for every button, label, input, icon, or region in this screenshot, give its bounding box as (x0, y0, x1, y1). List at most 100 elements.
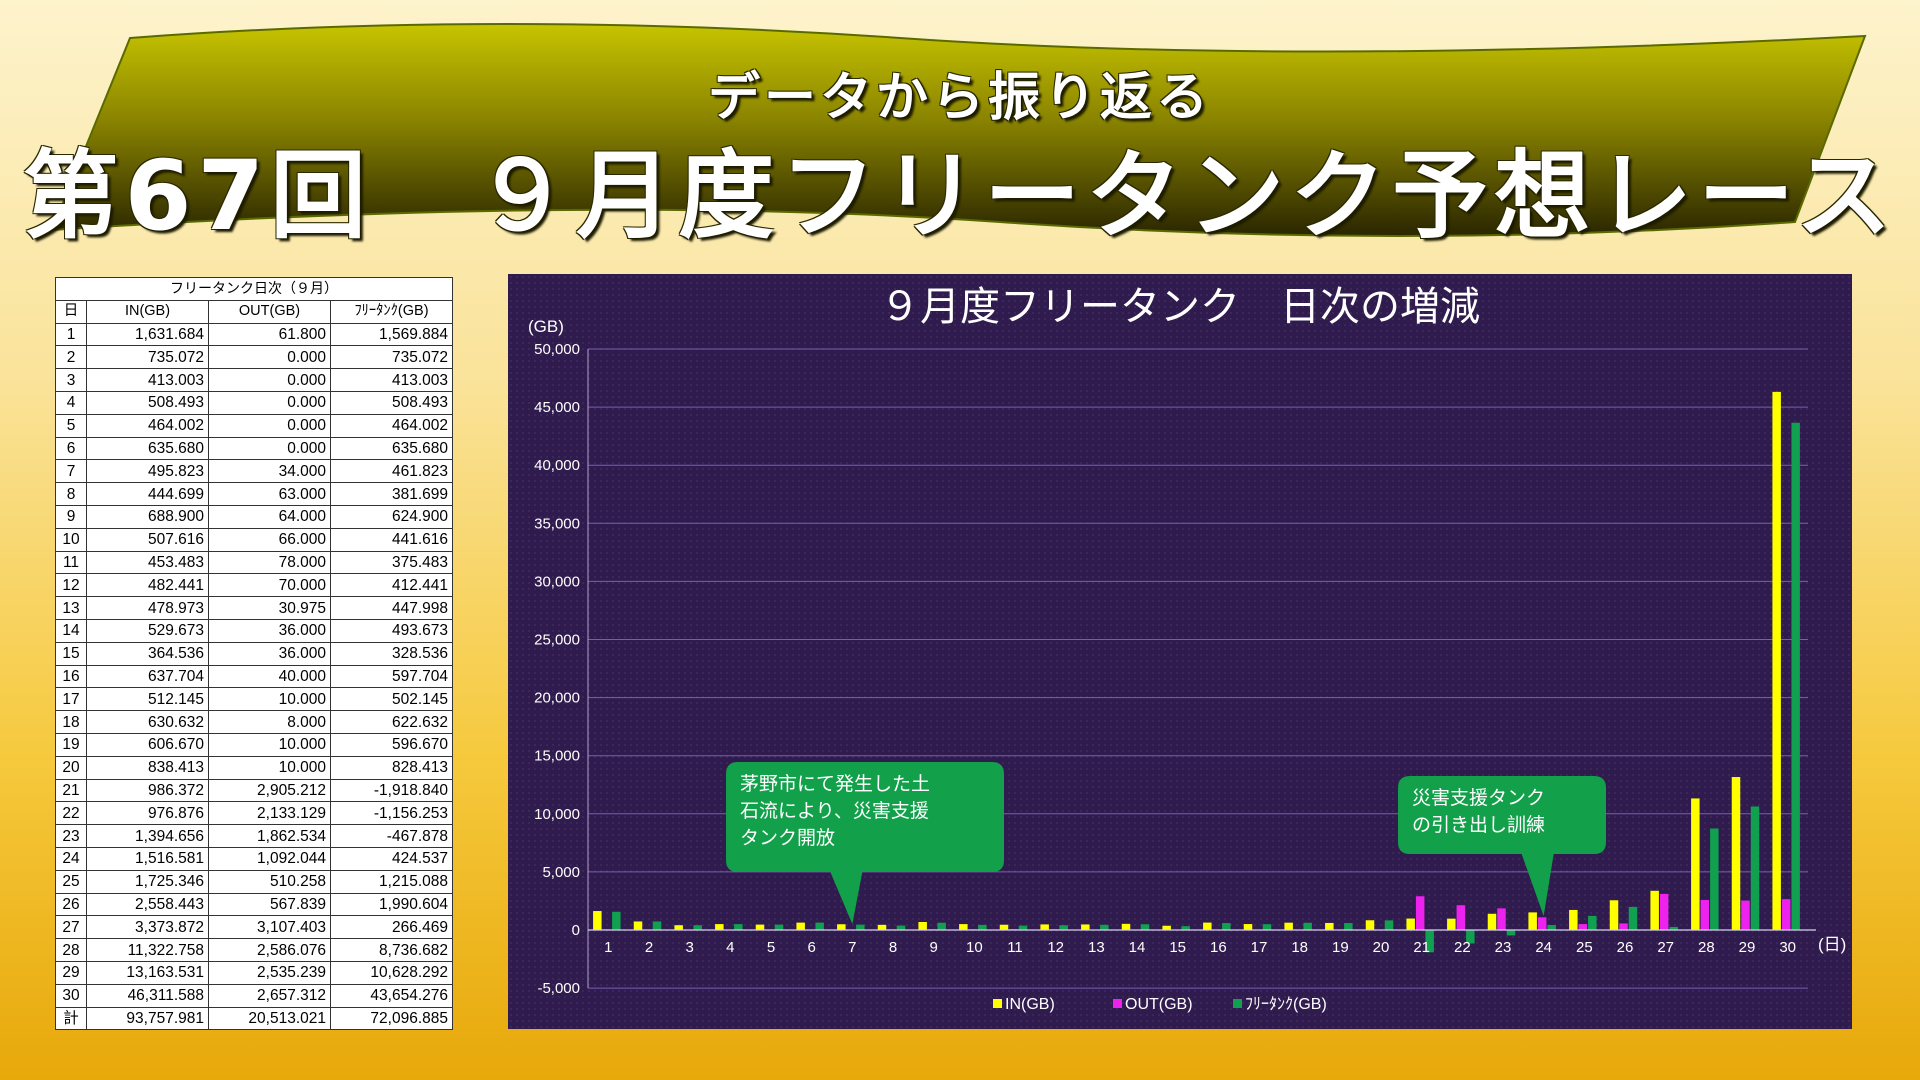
x-tick-label: 4 (726, 939, 734, 956)
bar-in (1243, 924, 1253, 930)
cell-day: 5 (55, 413, 87, 438)
table-row: 29 13,163.531 2,535.239 10,628.292 (55, 960, 453, 985)
bar-in (877, 924, 887, 930)
bar-out (1415, 896, 1425, 930)
bar-in (1487, 913, 1497, 930)
x-tick-label: 20 (1373, 939, 1390, 956)
cell-free-tank: 464.002 (330, 413, 453, 438)
x-tick-label: 25 (1576, 939, 1593, 956)
cell-out: 0.000 (208, 368, 331, 392)
bar-out (1619, 923, 1628, 930)
cell-in: 13,163.531 (86, 960, 209, 985)
table-row: 12 482.441 70.000 412.441 (55, 573, 453, 598)
bar-free-tank (1710, 828, 1719, 930)
daily-table-panel: フリータンク日次（９月） 日 IN(GB) OUT(GB) ﾌﾘｰﾀﾝｸ(GB)… (55, 277, 453, 1031)
bar-in (1650, 890, 1659, 930)
cell-free-tank: 828.413 (330, 755, 453, 780)
cell-out: 567.839 (208, 892, 331, 917)
cell-out: 0.000 (208, 390, 331, 415)
table-row: 5 464.002 0.000 464.002 (55, 413, 453, 438)
x-tick-label: 15 (1169, 939, 1186, 956)
y-tick-label: 20,000 (534, 690, 580, 707)
column-header-day: 日 (55, 299, 87, 324)
bar-in (918, 921, 927, 930)
cell-out: 10.000 (208, 732, 331, 757)
table-row: 30 46,311.588 2,657.312 43,654.276 (55, 983, 453, 1008)
cell-day: 16 (55, 664, 87, 689)
column-header-free-tank: ﾌﾘｰﾀﾝｸ(GB) (330, 299, 453, 324)
bar-free-tank (1384, 920, 1394, 930)
x-tick-label: 28 (1698, 939, 1715, 956)
cell-out: 36.000 (208, 618, 331, 643)
cell-free-tank: 375.483 (330, 550, 453, 575)
column-header-out: OUT(GB) (208, 299, 331, 324)
chart-panel: ９月度フリータンク 日次の増減 (GB) -5,000 0 5,000 10,000 15,… (508, 274, 1852, 1029)
cell-day: 19 (55, 732, 87, 757)
cell-free-tank: 447.998 (330, 596, 453, 620)
legend-label: OUT(GB) (1125, 996, 1193, 1013)
y-tick-label: 45,000 (534, 399, 580, 416)
bar-free-tank (1140, 924, 1150, 930)
annotation-callout (726, 762, 1004, 924)
cell-day: 15 (55, 641, 87, 666)
cell-out: 3,107.403 (208, 915, 331, 940)
bar-free-tank (612, 911, 621, 930)
cell-out: 0.000 (208, 345, 331, 370)
cell-free-tank: 441.616 (330, 527, 453, 552)
x-tick-label: 7 (848, 939, 856, 956)
x-tick-label: 9 (929, 939, 937, 956)
x-tick-label: 3 (685, 939, 693, 956)
cell-in: 507.616 (86, 527, 209, 552)
cell-free-tank: 8,736.682 (330, 938, 453, 962)
y-tick-label: 25,000 (534, 632, 580, 649)
cell-in: 838.413 (86, 755, 209, 780)
table-row: 計 93,757.981 20,513.021 72,096.885 (55, 1006, 453, 1031)
cell-in: 630.632 (86, 710, 209, 734)
cell-free-tank: 508.493 (330, 390, 453, 415)
bar-in (1162, 925, 1171, 930)
cell-in: 637.704 (86, 664, 209, 689)
cell-day: 21 (55, 778, 87, 803)
cell-out: 40.000 (208, 664, 331, 689)
bar-in (755, 924, 765, 930)
cell-free-tank: 622.632 (330, 710, 453, 734)
cell-free-tank: 328.536 (330, 641, 453, 666)
cell-day: 27 (55, 915, 87, 940)
y-tick-label: 35,000 (534, 515, 580, 532)
x-tick-label: 6 (807, 939, 815, 956)
cell-out: 10.000 (208, 687, 331, 712)
cell-in: 464.002 (86, 413, 209, 438)
cell-day: 6 (55, 436, 87, 461)
bar-out (1741, 900, 1750, 930)
x-tick-label: 14 (1129, 939, 1146, 956)
cell-free-tank: -1,918.840 (330, 778, 453, 803)
cell-out: 36.000 (208, 641, 331, 666)
cell-out: 0.000 (208, 413, 331, 438)
x-tick-label: 23 (1495, 939, 1512, 956)
cell-in: 453.483 (86, 550, 209, 575)
cell-out: 63.000 (208, 482, 331, 506)
bar-in (1691, 798, 1700, 930)
x-tick-label: 12 (1047, 939, 1064, 956)
bar-out (1659, 893, 1669, 930)
cell-free-tank: 1,215.088 (330, 869, 453, 894)
bar-free-tank (896, 925, 906, 930)
bar-in (1203, 922, 1212, 930)
table-row: 27 3,373.872 3,107.403 266.469 (55, 915, 453, 940)
bar-in (837, 924, 846, 930)
cell-free-tank: 72,096.885 (330, 1006, 453, 1031)
bar-free-tank (1791, 422, 1800, 930)
cell-free-tank: 502.145 (330, 687, 453, 712)
title-banner (50, 23, 1867, 237)
cell-in: 93,757.981 (86, 1006, 209, 1031)
cell-day: 14 (55, 618, 87, 643)
cell-in: 606.670 (86, 732, 209, 757)
cell-day: 11 (55, 550, 87, 575)
title-banner-shape (50, 23, 1867, 237)
bar-free-tank (856, 924, 865, 930)
x-tick-label: 26 (1617, 939, 1634, 956)
cell-day: 25 (55, 869, 87, 894)
bar-free-tank (1425, 930, 1434, 953)
table-row: 28 11,322.758 2,586.076 8,736.682 (55, 938, 453, 962)
table-row: 19 606.670 10.000 596.670 (55, 732, 453, 757)
